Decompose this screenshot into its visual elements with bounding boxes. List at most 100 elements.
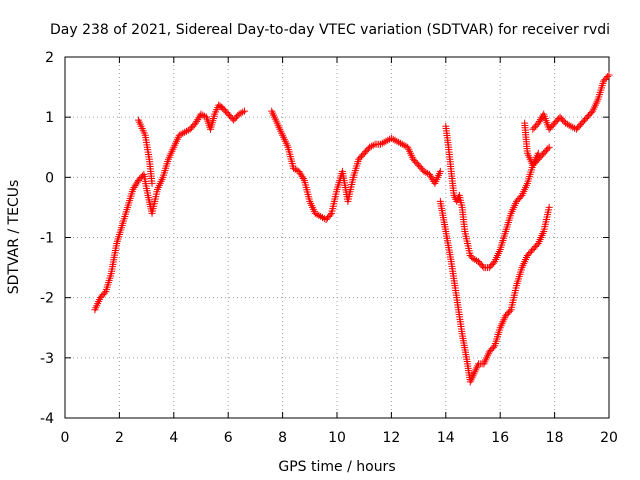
data-point [517, 193, 525, 201]
data-point [129, 185, 137, 193]
data-point [393, 137, 401, 145]
data-point [295, 167, 303, 175]
data-point [436, 167, 444, 175]
data-point [545, 203, 553, 211]
data-point [605, 71, 613, 79]
y-tick-label: -2 [40, 291, 54, 307]
data-point [297, 171, 305, 179]
data-point [587, 109, 595, 117]
data-points [91, 71, 613, 386]
data-point [569, 123, 577, 131]
data-point [427, 172, 435, 180]
x-tick-label: 20 [600, 430, 618, 446]
x-tick-label: 16 [491, 430, 509, 446]
grid [65, 57, 609, 418]
data-point [177, 130, 185, 138]
data-point [396, 139, 404, 147]
data-point [471, 256, 479, 264]
x-tick-label: 6 [224, 430, 233, 446]
data-point [197, 110, 205, 118]
data-point [604, 73, 612, 81]
data-point [318, 213, 326, 221]
data-point [148, 179, 156, 187]
y-tick-label: 2 [45, 50, 54, 66]
series-arc-7 [529, 71, 613, 133]
data-point [571, 124, 579, 132]
series-arc-2 [134, 116, 156, 187]
x-tick-label: 12 [382, 430, 400, 446]
data-point [545, 143, 553, 151]
data-point [296, 169, 304, 177]
data-point [389, 135, 397, 143]
data-point [489, 343, 497, 351]
data-point [400, 141, 408, 149]
data-point [299, 175, 307, 183]
x-tick-label: 8 [278, 430, 287, 446]
data-point [378, 139, 386, 147]
data-point [369, 141, 377, 149]
data-point [398, 140, 406, 148]
data-point [422, 168, 430, 176]
data-point [469, 255, 477, 263]
data-point [193, 117, 201, 125]
data-point [367, 142, 375, 150]
series-arc-6 [521, 119, 553, 169]
data-point [100, 289, 108, 297]
data-point [544, 145, 552, 153]
data-point [130, 184, 138, 192]
data-point [313, 210, 321, 218]
data-point [194, 116, 202, 124]
data-point [311, 209, 319, 217]
data-point [195, 114, 203, 122]
y-tick-label: 1 [45, 110, 54, 126]
data-point [131, 182, 139, 190]
data-point [428, 174, 436, 182]
data-point [387, 134, 395, 142]
data-point [182, 127, 190, 135]
data-point [425, 170, 433, 178]
data-point [535, 117, 543, 125]
data-point [536, 116, 544, 124]
data-point [395, 138, 403, 146]
data-point [380, 138, 388, 146]
x-axis-title: GPS time / hours [278, 459, 395, 475]
x-tick-label: 18 [546, 430, 564, 446]
data-point [239, 108, 247, 116]
series-arc-1 [91, 101, 249, 314]
x-tick-label: 0 [61, 430, 70, 446]
plot-frame [64, 56, 610, 419]
data-point [241, 107, 249, 115]
data-point [533, 241, 541, 249]
data-point [561, 119, 569, 127]
data-point [391, 136, 399, 144]
data-point [563, 120, 571, 128]
data-point [181, 128, 189, 136]
data-point [199, 111, 207, 119]
data-point [420, 167, 428, 175]
data-point [326, 211, 334, 219]
y-tick-label: -3 [40, 351, 54, 367]
y-tick-label: -4 [40, 411, 54, 427]
data-point [366, 143, 374, 151]
data-point [384, 136, 392, 144]
x-tick-label: 4 [169, 430, 178, 446]
series-arc-4 [436, 197, 553, 386]
chart-title: Day 238 of 2021, Sidereal Day-to-day VTE… [50, 22, 610, 38]
data-point [565, 121, 573, 129]
data-point [289, 164, 297, 172]
data-point [315, 211, 323, 219]
y-tick-label: -1 [40, 231, 54, 247]
data-point [567, 122, 575, 130]
data-point [291, 165, 299, 173]
data-point [489, 259, 497, 267]
data-point [382, 137, 390, 145]
x-tick-label: 2 [115, 430, 124, 446]
data-point [377, 140, 385, 148]
data-point [179, 129, 187, 137]
data-point [235, 110, 243, 118]
series-arc-5 [442, 122, 542, 272]
x-tick-label: 14 [437, 430, 455, 446]
y-axis-title: SDTVAR / TECUs [6, 180, 22, 295]
data-point [317, 212, 325, 220]
